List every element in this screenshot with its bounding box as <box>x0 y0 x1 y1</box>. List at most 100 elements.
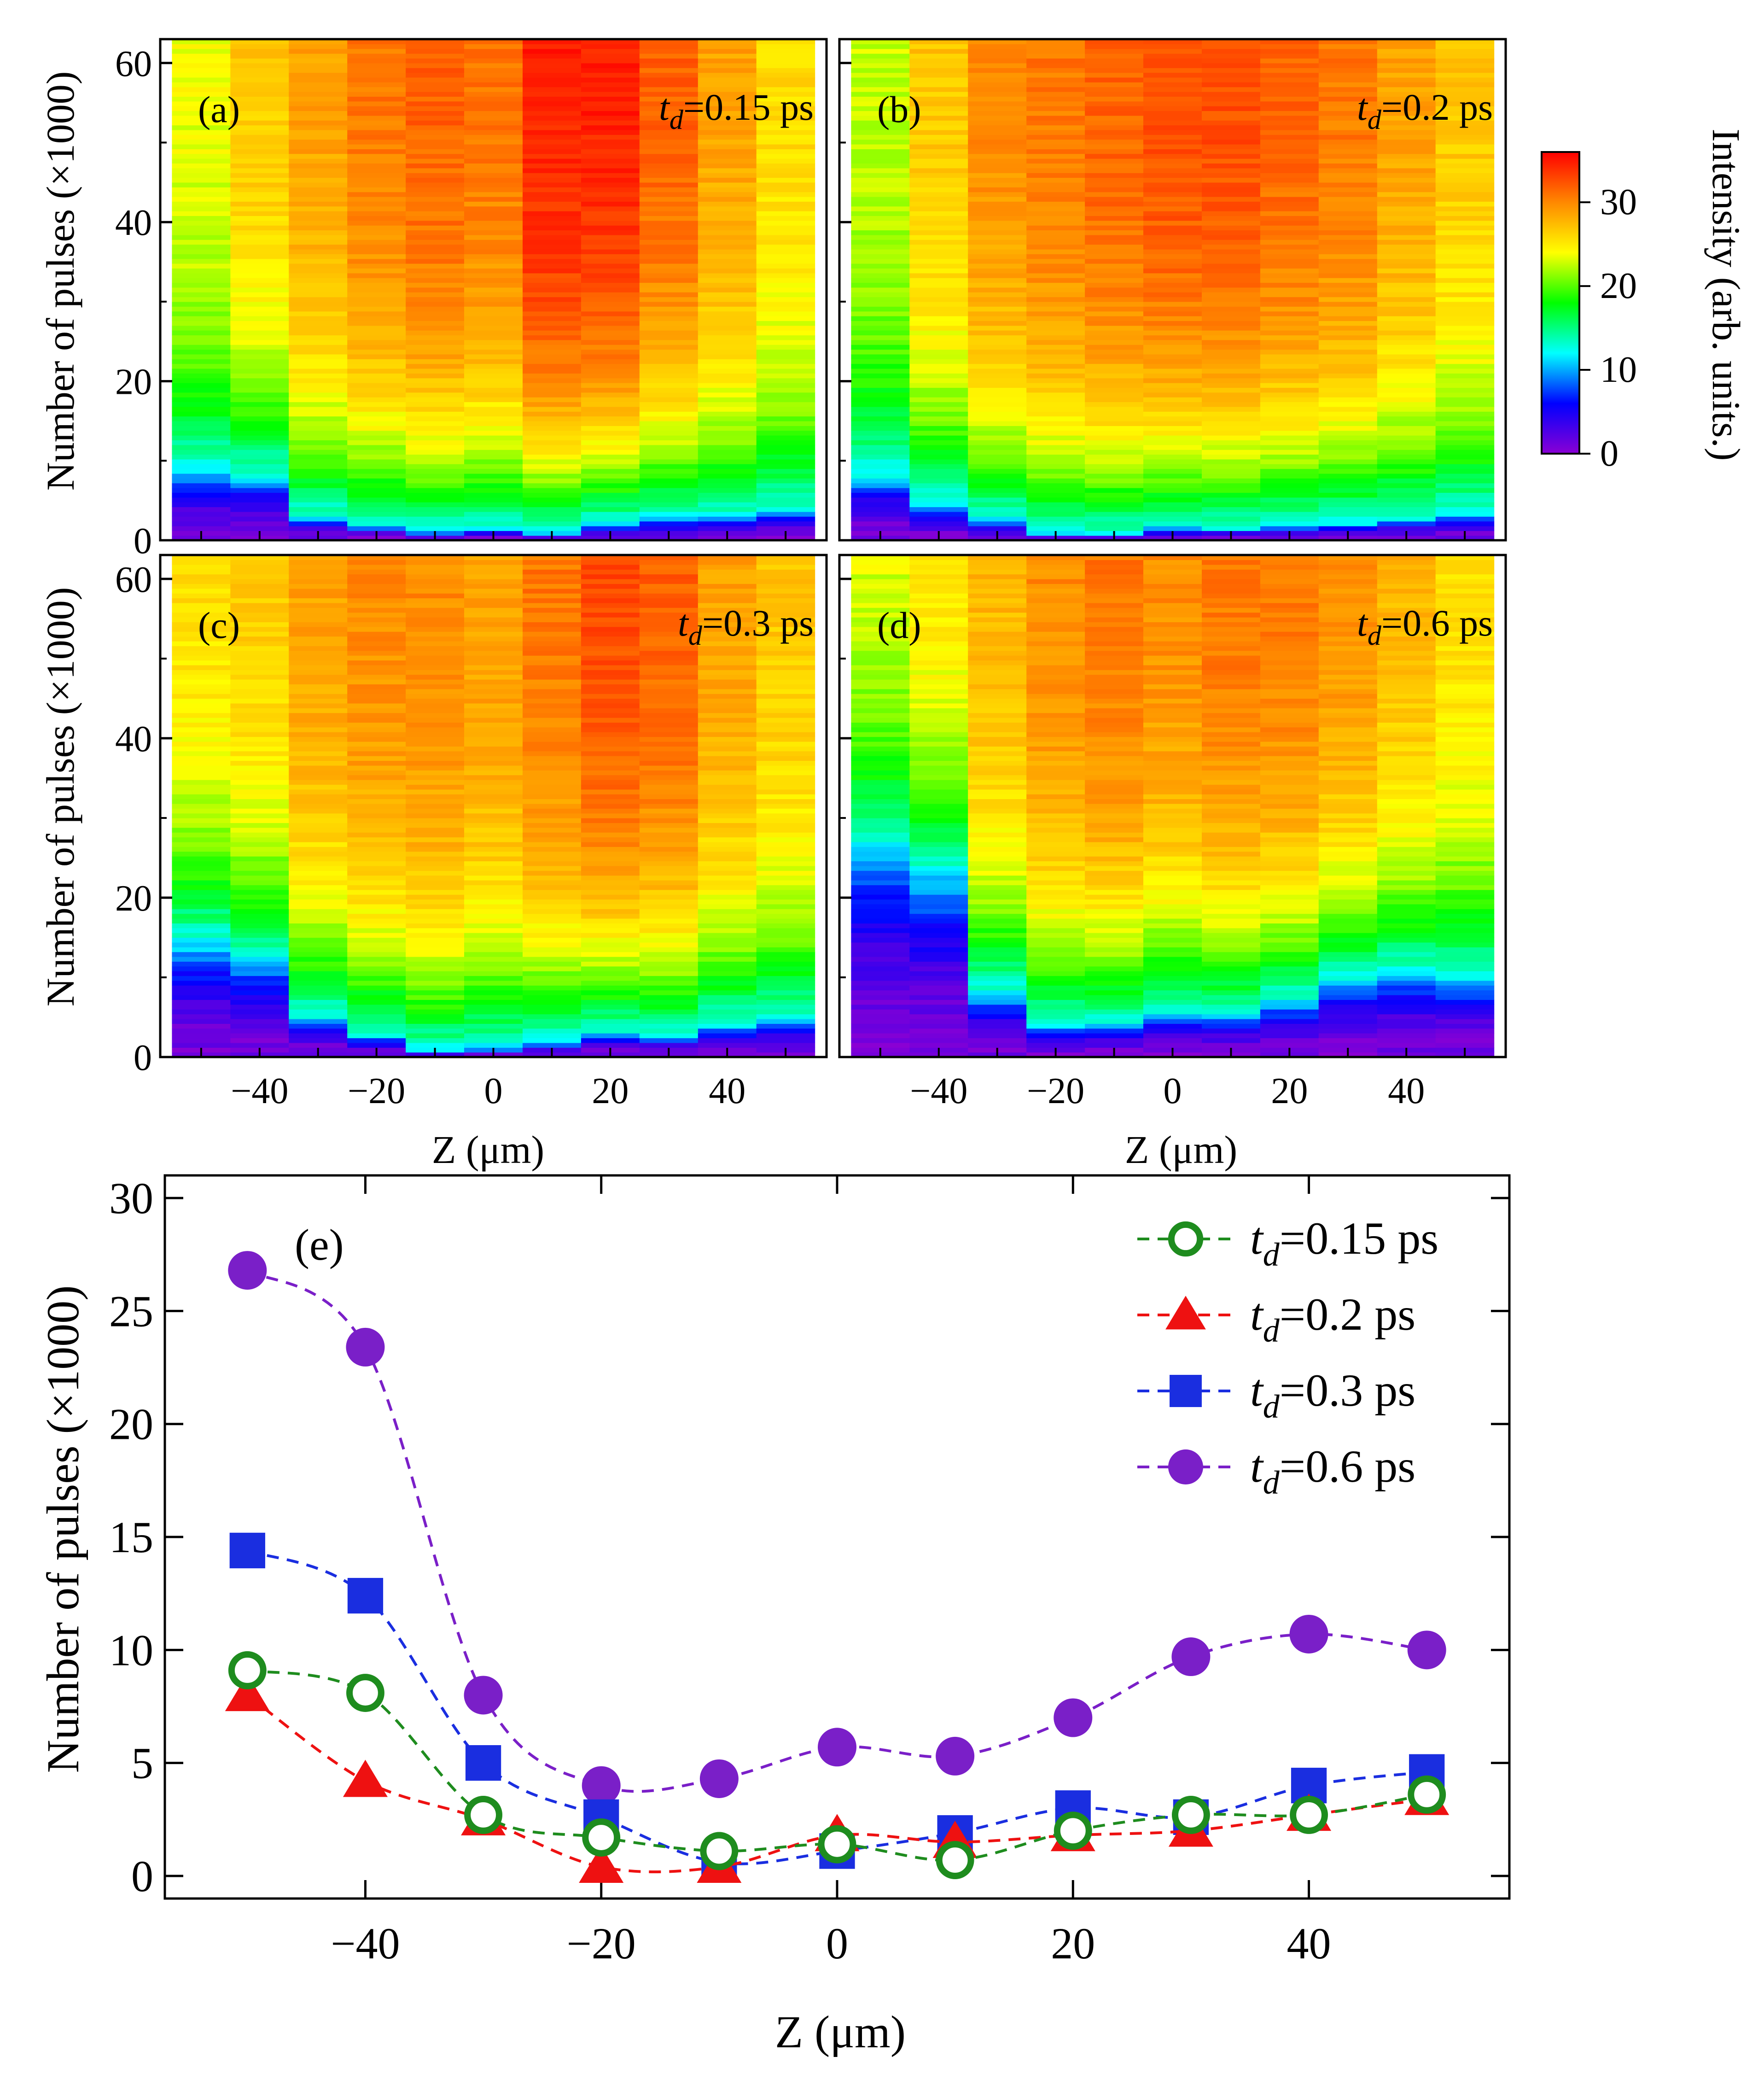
heatmap-cell <box>347 149 406 154</box>
heatmap-cell <box>581 703 640 708</box>
heatmap-cell <box>289 598 348 603</box>
heatmap-cell <box>464 478 523 484</box>
heatmap-cell <box>1377 158 1436 164</box>
heatmap-cell <box>1026 1028 1085 1034</box>
heatmap-cell <box>230 1004 289 1010</box>
heatmap-cell <box>1435 976 1495 981</box>
heatmap-cell <box>1318 889 1378 895</box>
heatmap-cell <box>1085 861 1144 866</box>
heatmap-cell <box>1260 856 1319 861</box>
heatmap-cell <box>1143 139 1202 145</box>
heatmap-cell <box>851 861 910 866</box>
heatmap-cell <box>1085 254 1144 259</box>
heatmap-cell <box>1318 464 1378 469</box>
heatmap-cell <box>968 106 1027 111</box>
heatmap-cell <box>581 856 640 861</box>
heatmap-cell <box>698 784 757 790</box>
heatmap-cell <box>968 220 1027 226</box>
heatmap-cell <box>639 689 699 694</box>
heatmap-cell <box>968 674 1027 680</box>
heatmap-cell <box>1318 507 1378 512</box>
heatmap-cell <box>406 345 465 350</box>
heatmap-cell <box>172 492 231 498</box>
heatmap-cell <box>909 703 968 708</box>
heatmap-cell <box>1260 602 1319 608</box>
heatmap-cell <box>406 278 465 283</box>
heatmap-cell <box>406 297 465 302</box>
heatmap-cell <box>1435 803 1495 809</box>
heatmap-cell <box>523 827 582 833</box>
heatmap-cell <box>698 306 757 312</box>
heatmap-cell <box>1435 598 1495 603</box>
heatmap-cell <box>1202 1009 1261 1015</box>
heatmap-cell <box>1318 880 1378 885</box>
heatmap-cell <box>639 765 699 771</box>
heatmap-cell <box>639 909 699 914</box>
heatmap-cell <box>464 770 523 776</box>
heatmap-cell <box>1377 578 1436 584</box>
heatmap-cell <box>1260 933 1319 938</box>
heatmap-cell <box>347 622 406 627</box>
heatmap-cell <box>1026 263 1085 269</box>
heatmap-cell <box>851 392 910 397</box>
heatmap-cell <box>1260 488 1319 493</box>
heatmap-cell <box>347 913 406 919</box>
heatmap-cell <box>230 732 289 737</box>
heatmap-cell <box>406 904 465 909</box>
heatmap-cell <box>464 492 523 498</box>
heatmap-cell <box>581 832 640 838</box>
heatmap-cell <box>464 942 523 947</box>
heatmap-cell <box>851 646 910 651</box>
heatmap-cell <box>1202 511 1261 517</box>
heatmap-cell <box>581 82 640 88</box>
heatmap-cell <box>698 468 757 474</box>
heatmap-cell <box>1318 584 1378 589</box>
heatmap-cell <box>851 1009 910 1015</box>
heatmap-cell <box>698 564 757 570</box>
heatmap-cell <box>756 101 815 106</box>
heatmap-cell <box>464 694 523 699</box>
heatmap-cell <box>756 106 815 111</box>
heatmap-cell <box>698 526 757 531</box>
heatmap-cell <box>698 115 757 121</box>
heatmap-cell <box>464 339 523 345</box>
heatmap-cell <box>1435 435 1495 440</box>
heatmap-cell <box>909 373 968 379</box>
heatmap-cell <box>1260 316 1319 321</box>
heatmap-cell <box>1143 569 1202 575</box>
heatmap-cell <box>1435 741 1495 747</box>
heatmap-cell <box>1260 832 1319 838</box>
heatmap-cell <box>1377 870 1436 876</box>
heatmap-cell <box>968 488 1027 493</box>
heatmap-cell <box>289 894 348 900</box>
heatmap-cell <box>639 1042 699 1048</box>
heatmap-cell <box>698 39 757 44</box>
heatmap-cell <box>464 794 523 799</box>
heatmap-cell <box>639 966 699 971</box>
heatmap-cell <box>1260 483 1319 488</box>
heatmap-cell <box>1377 999 1436 1005</box>
heatmap-cell <box>581 923 640 929</box>
heatmap-cell <box>347 144 406 149</box>
heatmap-cell <box>464 192 523 197</box>
heatmap-cell <box>523 966 582 971</box>
heatmap-cell <box>1318 516 1378 522</box>
heatmap-cell <box>909 775 968 780</box>
heatmap-cell <box>1260 173 1319 178</box>
heatmap-cell <box>698 952 757 957</box>
heatmap-cell <box>1435 287 1495 292</box>
heatmap-cell <box>172 373 231 379</box>
heatmap-cell <box>698 201 757 207</box>
heatmap-cell <box>1085 608 1144 613</box>
heatmap-cell <box>230 282 289 288</box>
heatmap-cell <box>1318 689 1378 694</box>
heatmap-cell <box>464 865 523 871</box>
heatmap-cell <box>1377 713 1436 718</box>
legend-t: t <box>1250 1441 1264 1492</box>
heatmap-cell <box>1202 636 1261 642</box>
heatmap-cell <box>523 397 582 403</box>
heatmap-cell <box>523 435 582 440</box>
heatmap-cell <box>464 698 523 704</box>
heatmap-cell <box>347 440 406 445</box>
heatmap-cell <box>851 732 910 737</box>
